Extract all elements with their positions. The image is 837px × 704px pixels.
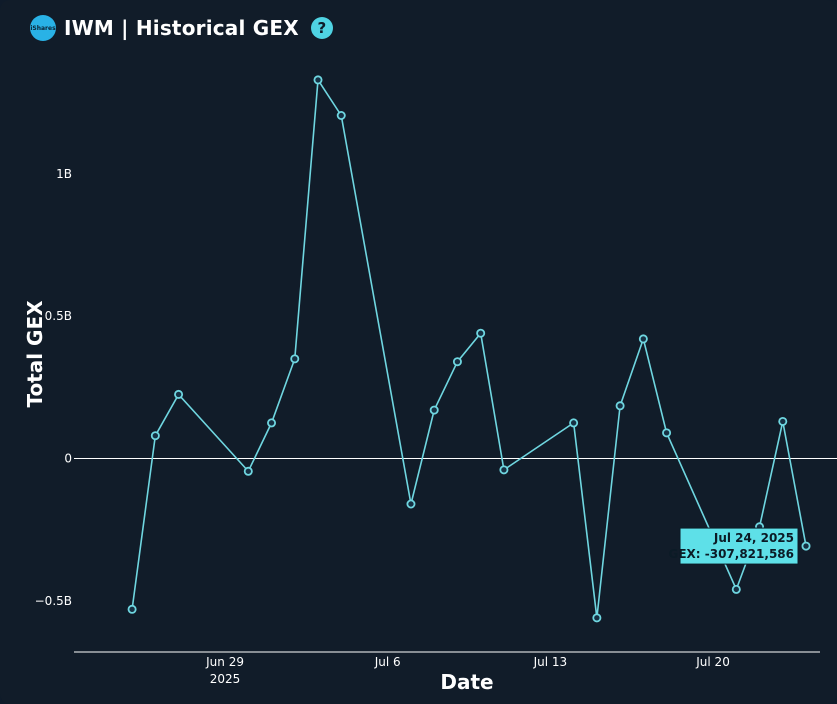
- series-line-gex: [131, 77, 807, 618]
- data-point[interactable]: [476, 328, 486, 338]
- hover-tooltip: Jul 24, 2025 GEX: -307,821,586: [668, 527, 799, 565]
- question-circle-icon[interactable]: ?: [310, 17, 333, 39]
- x-tick-label: Jun 29: [205, 655, 244, 669]
- y-axis-ticks: 1B 0.5B 0 −0.5B: [35, 167, 72, 608]
- x-axis-ticks: Jun 29 2025 Jul 6 Jul 13 Jul 20: [205, 655, 730, 686]
- data-point[interactable]: [406, 499, 416, 509]
- data-point[interactable]: [615, 401, 625, 411]
- data-point[interactable]: [313, 75, 323, 85]
- data-point[interactable]: [127, 604, 137, 614]
- tooltip-value: GEX: -307,821,586: [668, 547, 794, 561]
- data-point[interactable]: [731, 584, 741, 594]
- x-tick-label: Jul 6: [374, 655, 401, 669]
- data-point[interactable]: [638, 334, 648, 344]
- x-tick-sublabel: 2025: [210, 672, 241, 686]
- data-point[interactable]: [569, 418, 579, 428]
- x-axis-title: Date: [440, 670, 493, 694]
- y-tick-label: 0: [64, 451, 72, 465]
- data-point[interactable]: [243, 466, 253, 476]
- tooltip-date: Jul 24, 2025: [713, 531, 794, 545]
- data-point[interactable]: [662, 428, 672, 438]
- y-axis-title: Total GEX: [23, 300, 47, 408]
- data-point[interactable]: [801, 541, 811, 551]
- data-point[interactable]: [778, 416, 788, 426]
- tooltip-box: [679, 527, 799, 565]
- chart-header: iShares IWM | Historical GEX ?: [30, 12, 333, 44]
- data-point[interactable]: [592, 613, 602, 623]
- data-point[interactable]: [267, 418, 277, 428]
- ishares-logo-icon: iShares: [30, 15, 56, 41]
- data-point[interactable]: [290, 354, 300, 364]
- x-tick-label: Jul 13: [533, 655, 568, 669]
- data-point[interactable]: [452, 357, 462, 367]
- data-point[interactable]: [336, 111, 346, 121]
- chart-title: IWM | Historical GEX: [64, 16, 299, 40]
- data-point[interactable]: [150, 431, 160, 441]
- data-point[interactable]: [429, 405, 439, 415]
- y-tick-label: 1B: [56, 167, 72, 181]
- x-tick-label: Jul 20: [695, 655, 730, 669]
- data-point[interactable]: [174, 389, 184, 399]
- y-tick-label: 0.5B: [45, 309, 72, 323]
- y-tick-label: −0.5B: [35, 594, 72, 608]
- data-point[interactable]: [499, 465, 509, 475]
